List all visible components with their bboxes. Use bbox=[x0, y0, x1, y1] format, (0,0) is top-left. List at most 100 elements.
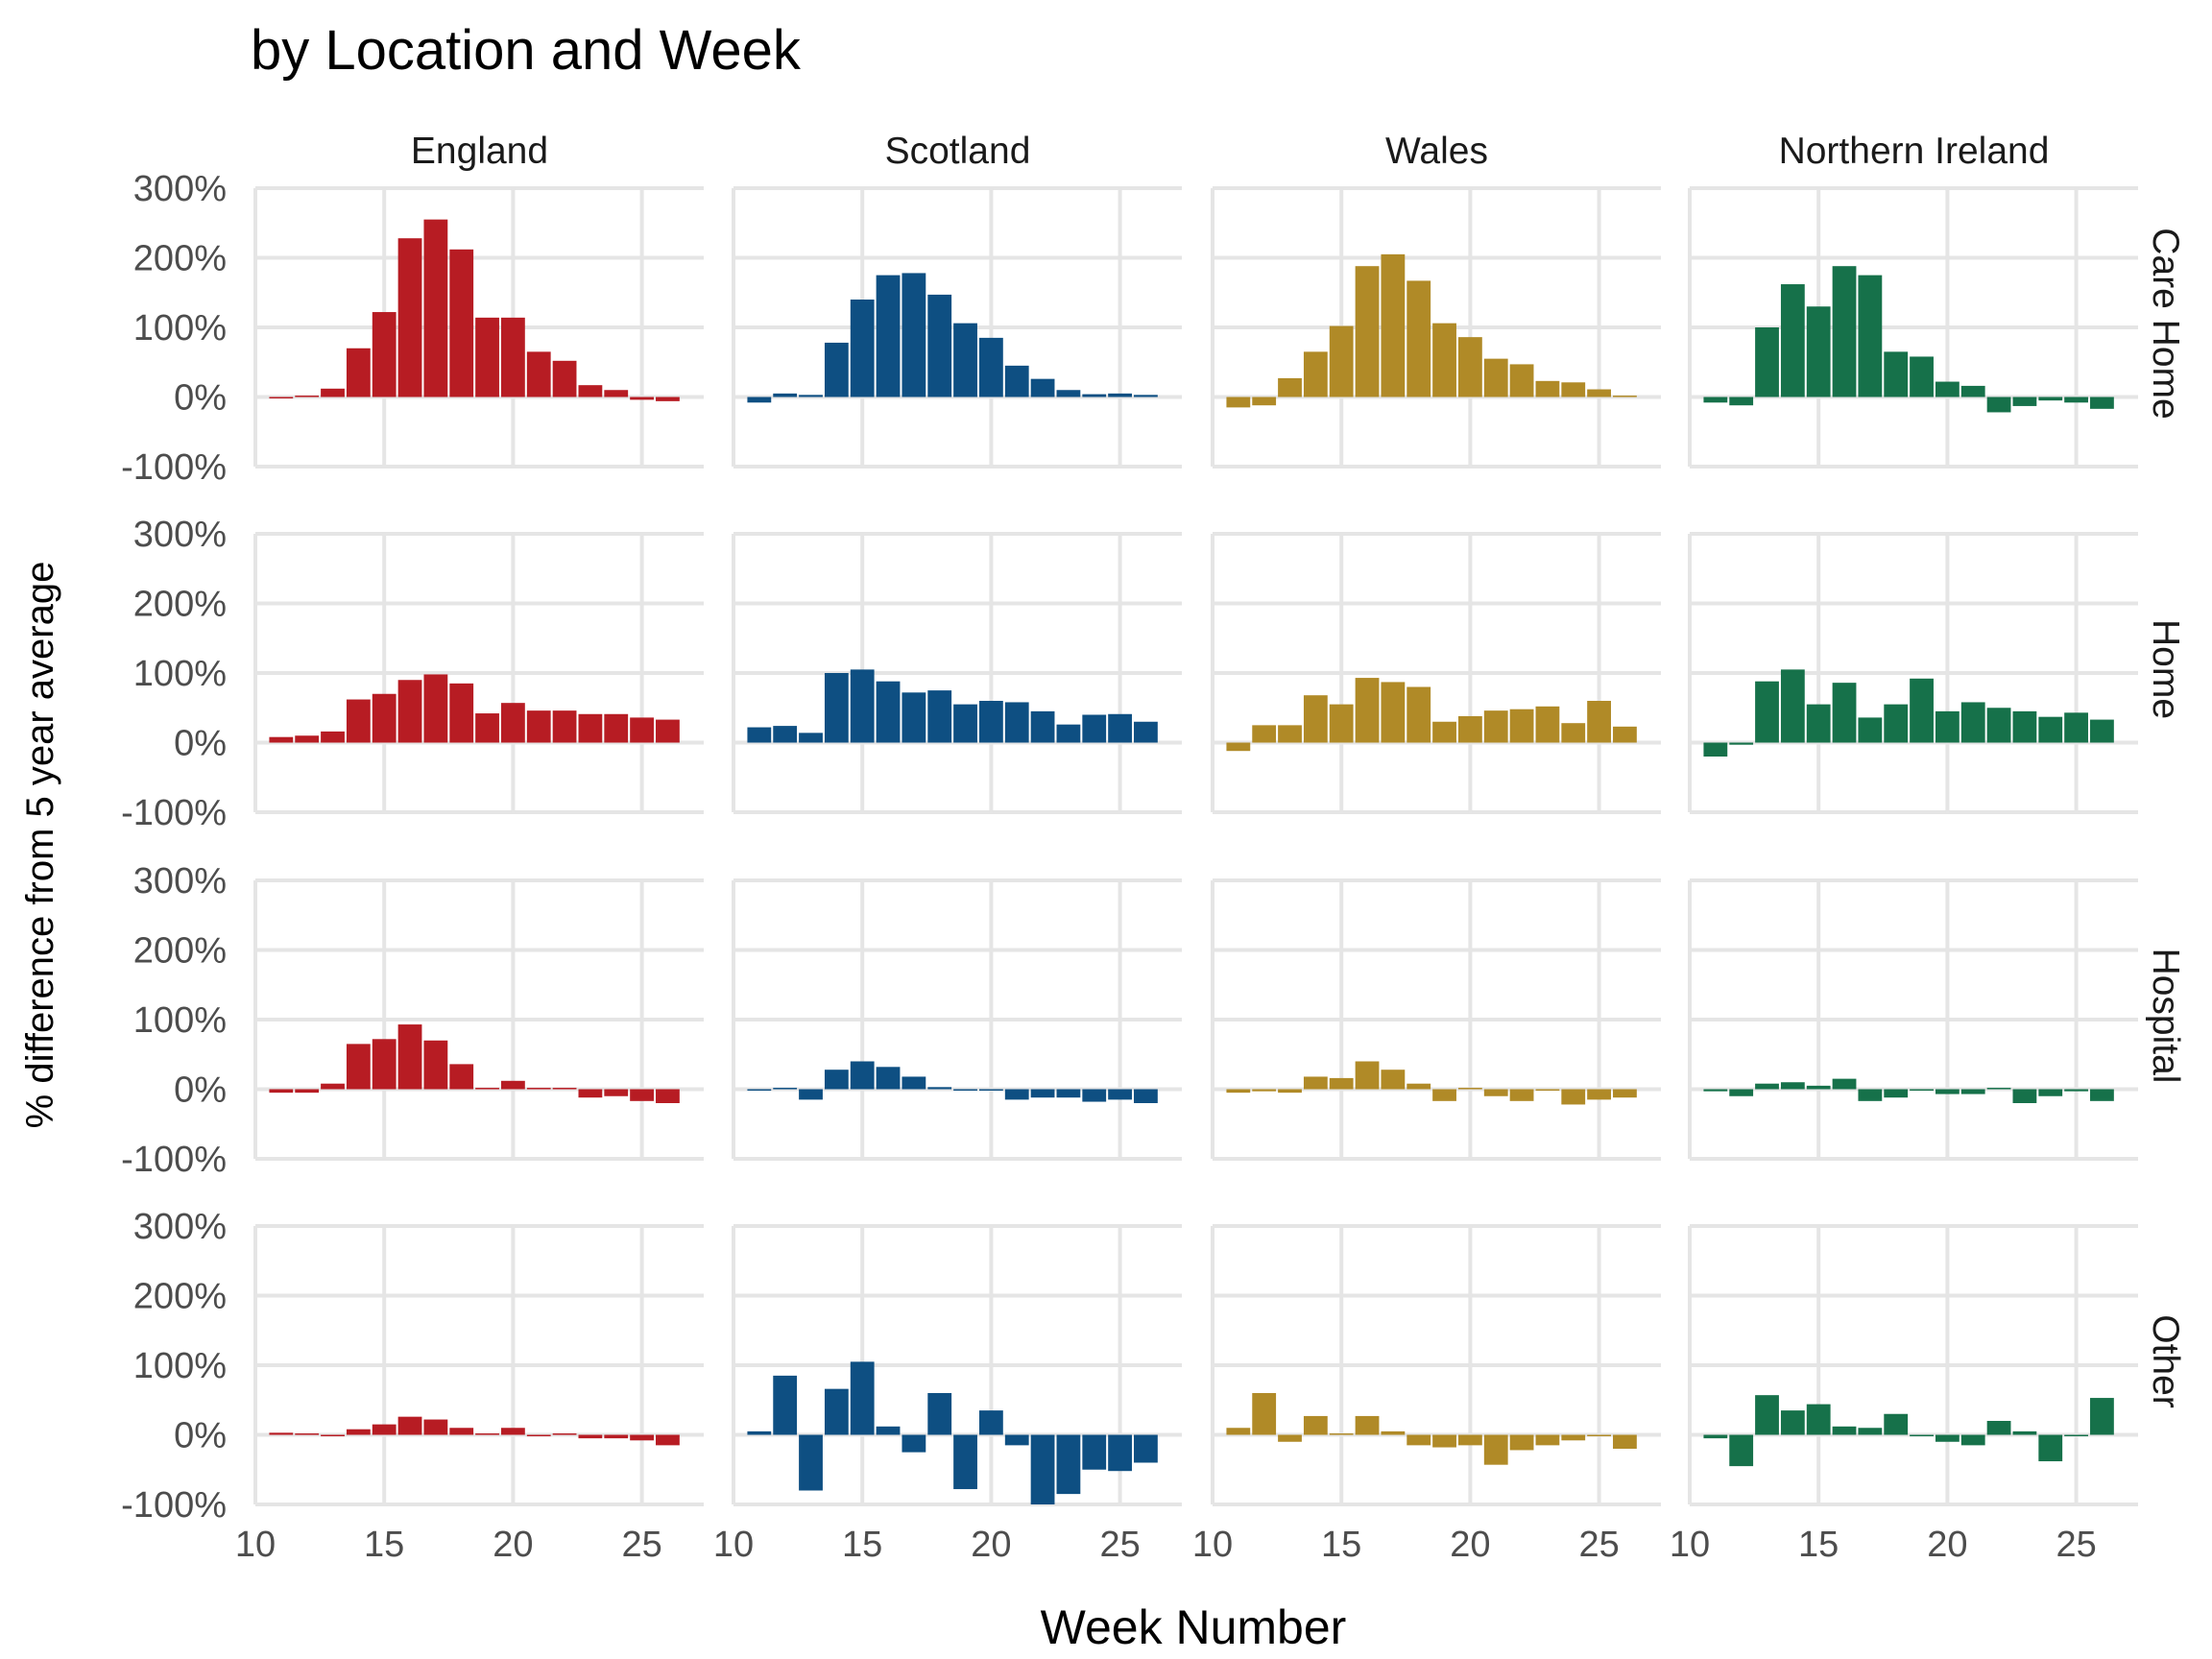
x-tick-label: 10 bbox=[1670, 1525, 1710, 1565]
y-tick-label: -100% bbox=[121, 793, 227, 833]
panel-northern-ireland-home bbox=[1688, 532, 2138, 814]
bar-england-other-week-21 bbox=[526, 1434, 551, 1436]
strip-label-scotland: Scotland bbox=[885, 131, 1031, 172]
bar-scotland-care-home-week-24 bbox=[1082, 394, 1107, 397]
bar-wales-hospital-week-11 bbox=[1226, 1089, 1251, 1094]
bar-england-other-week-13 bbox=[321, 1434, 345, 1436]
bar-northern-ireland-other-week-14 bbox=[1780, 1410, 1805, 1435]
panel-wales-hospital bbox=[1211, 878, 1661, 1161]
bar-england-care-home-week-17 bbox=[423, 219, 448, 397]
bar-scotland-other-week-13 bbox=[799, 1434, 823, 1491]
bar-scotland-home-week-16 bbox=[876, 681, 901, 743]
bar-wales-other-week-23 bbox=[1535, 1434, 1560, 1446]
bar-england-other-week-15 bbox=[372, 1424, 397, 1435]
bar-wales-home-week-17 bbox=[1381, 682, 1406, 743]
bar-northern-ireland-other-week-12 bbox=[1729, 1434, 1754, 1467]
panel-wales-other: 10 15 20 25 bbox=[1192, 1224, 1661, 1565]
bar-wales-other-week-11 bbox=[1226, 1428, 1251, 1435]
y-tick-label: 200% bbox=[133, 931, 227, 972]
bar-england-care-home-week-23 bbox=[578, 385, 603, 397]
bar-england-hospital-week-24 bbox=[604, 1089, 629, 1096]
bar-england-hospital-week-13 bbox=[321, 1083, 345, 1090]
bar-england-hospital-week-20 bbox=[500, 1080, 525, 1090]
bar-wales-other-week-19 bbox=[1432, 1434, 1456, 1448]
bar-wales-care-home-week-21 bbox=[1483, 358, 1508, 397]
bar-scotland-hospital-week-24 bbox=[1082, 1089, 1107, 1102]
bar-scotland-other-week-18 bbox=[927, 1393, 952, 1435]
bar-england-home-week-17 bbox=[423, 674, 448, 743]
bar-northern-ireland-care-home-week-17 bbox=[1858, 275, 1883, 397]
bar-wales-home-week-11 bbox=[1226, 742, 1251, 752]
bar-scotland-home-week-19 bbox=[953, 704, 977, 743]
bar-scotland-other-week-23 bbox=[1056, 1434, 1081, 1495]
bar-england-home-week-15 bbox=[372, 693, 397, 743]
bar-wales-care-home-week-24 bbox=[1561, 382, 1586, 397]
bar-scotland-other-week-17 bbox=[902, 1434, 926, 1453]
bar-england-care-home-week-11 bbox=[269, 397, 294, 398]
bar-northern-ireland-hospital-week-24 bbox=[2038, 1089, 2063, 1096]
panel-england-home: -100% 0% 100% 200% 300% bbox=[121, 515, 704, 833]
x-tick-label: 15 bbox=[842, 1525, 882, 1565]
bar-scotland-home-week-23 bbox=[1056, 724, 1081, 743]
bar-scotland-home-week-17 bbox=[902, 692, 926, 743]
bar-scotland-home-week-18 bbox=[927, 690, 952, 743]
panel-scotland-home bbox=[732, 532, 1182, 814]
bar-wales-hospital-week-17 bbox=[1381, 1070, 1406, 1090]
y-tick-label: 200% bbox=[133, 239, 227, 279]
bar-england-care-home-week-21 bbox=[526, 351, 551, 397]
bar-northern-ireland-other-week-11 bbox=[1703, 1434, 1728, 1439]
x-axis-title: Week Number bbox=[1041, 1600, 1347, 1654]
bar-scotland-hospital-week-18 bbox=[927, 1087, 952, 1090]
bar-wales-care-home-week-26 bbox=[1613, 396, 1637, 397]
bar-wales-hospital-week-13 bbox=[1278, 1089, 1302, 1094]
bar-wales-home-week-20 bbox=[1457, 715, 1482, 743]
y-tick-label: 300% bbox=[133, 861, 227, 902]
bar-northern-ireland-care-home-week-25 bbox=[2064, 397, 2088, 403]
bar-northern-ireland-other-week-25 bbox=[2064, 1434, 2088, 1436]
bar-wales-care-home-week-18 bbox=[1407, 280, 1431, 397]
bar-england-other-week-26 bbox=[656, 1434, 680, 1446]
bar-scotland-care-home-week-20 bbox=[978, 337, 1003, 397]
bar-northern-ireland-home-week-17 bbox=[1858, 717, 1883, 743]
bar-northern-ireland-home-week-21 bbox=[1960, 702, 1985, 743]
bar-england-other-week-11 bbox=[269, 1432, 294, 1435]
bar-wales-hospital-week-22 bbox=[1509, 1089, 1534, 1101]
bar-england-care-home-week-20 bbox=[500, 317, 525, 397]
panel-northern-ireland-other: 10 15 20 25 bbox=[1670, 1224, 2138, 1565]
x-tick-label: 25 bbox=[1578, 1525, 1619, 1565]
bar-wales-other-week-13 bbox=[1278, 1434, 1302, 1442]
bar-wales-hospital-week-24 bbox=[1561, 1089, 1586, 1105]
bar-wales-care-home-week-19 bbox=[1432, 323, 1456, 397]
bar-england-care-home-week-19 bbox=[475, 317, 499, 397]
bar-england-care-home-week-26 bbox=[656, 397, 680, 401]
bar-northern-ireland-hospital-week-14 bbox=[1780, 1082, 1805, 1090]
bar-scotland-other-week-24 bbox=[1082, 1434, 1107, 1470]
bar-scotland-home-week-15 bbox=[850, 669, 875, 743]
chart-title: by Location and Week bbox=[251, 19, 802, 82]
bar-wales-home-week-24 bbox=[1561, 723, 1586, 743]
bar-england-home-week-26 bbox=[656, 719, 680, 743]
bar-northern-ireland-home-week-12 bbox=[1729, 742, 1754, 745]
bar-scotland-hospital-week-19 bbox=[953, 1089, 977, 1091]
bar-northern-ireland-care-home-week-12 bbox=[1729, 397, 1754, 406]
bar-northern-ireland-hospital-week-11 bbox=[1703, 1089, 1728, 1092]
y-tick-label: 0% bbox=[174, 378, 227, 419]
bar-wales-care-home-week-17 bbox=[1381, 253, 1406, 397]
y-tick-label: -100% bbox=[121, 1485, 227, 1526]
bar-wales-hospital-week-19 bbox=[1432, 1089, 1456, 1101]
bar-scotland-home-week-25 bbox=[1108, 713, 1132, 743]
bar-england-home-week-24 bbox=[604, 713, 629, 743]
bar-scotland-hospital-week-25 bbox=[1108, 1089, 1132, 1100]
x-tick-label: 20 bbox=[1450, 1525, 1490, 1565]
x-tick-label: 10 bbox=[235, 1525, 276, 1565]
bar-england-home-week-23 bbox=[578, 713, 603, 743]
bar-england-hospital-week-23 bbox=[578, 1089, 603, 1098]
facet-strips: England Scotland Wales Northern Ireland Care… bbox=[411, 131, 2186, 1408]
bar-wales-hospital-week-14 bbox=[1303, 1076, 1328, 1090]
bar-scotland-care-home-week-15 bbox=[850, 300, 875, 397]
bar-wales-care-home-week-12 bbox=[1252, 397, 1277, 406]
bar-wales-care-home-week-14 bbox=[1303, 351, 1328, 397]
bar-england-home-week-14 bbox=[346, 699, 371, 743]
bar-northern-ireland-hospital-week-22 bbox=[1986, 1088, 2011, 1090]
